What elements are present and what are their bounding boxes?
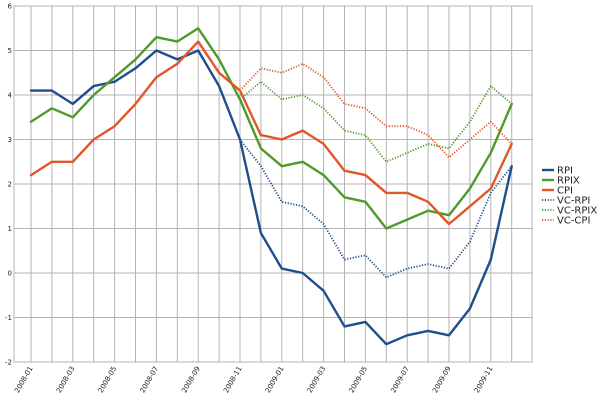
y-tick-label: 5 — [8, 47, 12, 55]
x-tick-label: 2009-05 — [348, 365, 370, 394]
y-axis-ticks: -2 -1 0 1 2 3 4 5 6 — [5, 3, 13, 367]
x-tick-label: 2008-07 — [139, 365, 161, 394]
series-line-cpi — [29, 40, 513, 226]
y-tick-label: -1 — [5, 314, 12, 322]
y-tick-label: -2 — [5, 359, 12, 367]
legend-label: VC-RPIX — [557, 206, 597, 217]
x-tick-label: 2009-09 — [431, 365, 453, 394]
y-tick-label: 2 — [8, 181, 12, 189]
series-lines — [29, 27, 513, 346]
x-tick-label: 2008-05 — [97, 365, 119, 394]
legend-label: VC-RPI — [557, 196, 590, 207]
legend-label: RPIX — [557, 176, 580, 187]
series-line-vc-rpi — [239, 138, 513, 279]
x-axis-ticks: 2008-01 2008-03 2008-05 2008-07 2008-09 2008-… — [13, 365, 494, 394]
series-line-vc-cpi — [239, 62, 513, 159]
x-tick-label: 2008-01 — [13, 365, 35, 394]
legend-label: RPI — [557, 166, 573, 177]
y-tick-label: 0 — [8, 270, 12, 278]
y-tick-label: 6 — [8, 3, 13, 11]
x-tick-label: 2009-11 — [473, 365, 495, 394]
y-tick-label: 1 — [8, 225, 12, 233]
series-line-rpix — [29, 27, 513, 230]
x-tick-label: 2008-03 — [55, 365, 77, 394]
x-tick-label: 2009-07 — [389, 365, 411, 394]
x-tick-label: 2009-01 — [264, 365, 286, 394]
y-tick-label: 3 — [8, 136, 12, 144]
legend-label: CPI — [557, 186, 573, 197]
y-tick-label: 4 — [8, 92, 13, 100]
x-tick-label: 2008-11 — [222, 365, 244, 394]
series-line-vc-rpix — [239, 80, 513, 163]
x-tick-label: 2008-09 — [180, 365, 202, 394]
x-tick-label: 2009-03 — [306, 365, 328, 394]
series-line-rpi — [29, 49, 513, 346]
legend-label: VC-CPI — [557, 216, 590, 227]
grid — [13, 5, 533, 363]
